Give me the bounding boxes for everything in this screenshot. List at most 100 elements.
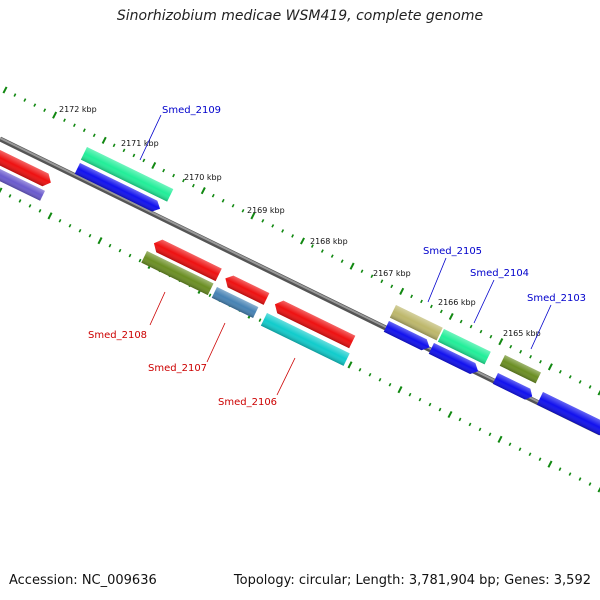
- leader-smed-2106: [276, 357, 296, 396]
- tick-mark: [479, 329, 483, 334]
- tick-mark: [399, 287, 405, 295]
- leader-smed-2107: [206, 322, 226, 363]
- gene-label-smed-2103[interactable]: Smed_2103: [527, 293, 586, 304]
- tick-mark: [447, 410, 453, 419]
- tick-mark: [509, 344, 513, 349]
- tick-label-2166: 2166 kbp: [438, 298, 476, 307]
- gene-feature-blue-2105[interactable]: [383, 321, 432, 353]
- gene-feature-red-left[interactable]: [0, 141, 54, 189]
- tick-mark: [529, 354, 533, 359]
- tick-mark: [138, 258, 142, 263]
- tick-mark: [458, 417, 462, 422]
- tick-mark: [33, 103, 37, 107]
- tick-mark: [281, 229, 285, 233]
- tick-mark: [578, 477, 582, 481]
- tick-mark: [151, 161, 157, 170]
- tick-mark: [200, 187, 206, 195]
- gene-feature-red-2106[interactable]: [272, 298, 356, 349]
- gene-feature-smed-2109[interactable]: [80, 147, 174, 202]
- tick-mark: [539, 360, 542, 364]
- tick-mark: [448, 312, 454, 321]
- tick-mark: [261, 219, 265, 223]
- tick-mark: [221, 198, 225, 203]
- gene-feature-blue-2104[interactable]: [428, 343, 481, 377]
- tick-mark: [340, 259, 344, 263]
- gene-feature-blue-upper[interactable]: [74, 163, 163, 214]
- tick-mark: [378, 377, 382, 382]
- gene-feature-slate-left[interactable]: [0, 160, 45, 201]
- genome-stats-text: Topology: circular; Length: 3,781,904 bp…: [233, 573, 591, 588]
- tick-mark: [320, 249, 324, 253]
- tick-mark: [122, 148, 126, 153]
- tick-mark: [558, 370, 562, 374]
- gene-feature-smed-2105[interactable]: [389, 305, 443, 341]
- tick-mark: [588, 482, 592, 486]
- tick-mark: [420, 299, 423, 304]
- tick-mark: [241, 209, 245, 213]
- tick-mark: [58, 219, 62, 223]
- tick-mark: [518, 447, 522, 452]
- gene-feature-blue-2103[interactable]: [492, 373, 535, 402]
- tick-mark: [358, 368, 362, 372]
- tick-mark: [410, 294, 414, 299]
- gene-label-smed-2108[interactable]: Smed_2108: [88, 330, 147, 341]
- gene-label-smed-2105[interactable]: Smed_2105: [423, 246, 482, 257]
- tick-mark: [438, 407, 442, 412]
- gene-feature-smed-2103[interactable]: [499, 355, 541, 384]
- tick-mark: [208, 293, 212, 298]
- tick-mark: [497, 435, 503, 443]
- tick-mark: [43, 108, 47, 112]
- gene-label-smed-2107[interactable]: Smed_2107: [148, 363, 207, 374]
- tick-mark: [132, 153, 136, 158]
- tick-mark: [498, 338, 504, 346]
- gene-feature-blue-right[interactable]: [536, 392, 600, 440]
- tick-mark: [408, 392, 412, 397]
- tick-mark: [162, 168, 166, 173]
- tick-mark: [291, 234, 295, 238]
- tick-mark: [97, 237, 103, 245]
- gene-label-smed-2106[interactable]: Smed_2106: [218, 397, 277, 408]
- gene-feature-red-2108[interactable]: [151, 237, 222, 282]
- tick-mark: [250, 212, 256, 220]
- tick-mark: [211, 193, 215, 198]
- tick-mark: [128, 253, 132, 258]
- tick-mark: [538, 457, 542, 461]
- tick-mark: [360, 269, 364, 273]
- gene-feature-smed-2107[interactable]: [211, 287, 259, 318]
- gene-feature-smed-2106[interactable]: [260, 313, 350, 366]
- tick-mark: [23, 98, 27, 102]
- tick-mark: [88, 233, 92, 238]
- gene-feature-red-2107[interactable]: [222, 273, 270, 305]
- tick-mark: [101, 136, 107, 144]
- gene-feature-smed-2104[interactable]: [437, 329, 491, 365]
- tick-mark: [108, 243, 112, 248]
- tick-mark: [388, 382, 392, 387]
- gene-label-smed-2104[interactable]: Smed_2104: [470, 268, 529, 279]
- tick-mark: [428, 402, 432, 407]
- tick-mark: [489, 334, 493, 339]
- tick-mark: [63, 118, 66, 122]
- accession-text: Accession: NC_009636: [9, 573, 157, 588]
- tick-mark: [28, 204, 32, 208]
- tick-mark: [172, 173, 176, 178]
- tick-mark: [478, 427, 482, 432]
- tick-mark: [310, 244, 314, 248]
- tick-mark: [568, 375, 572, 379]
- tick-mark: [52, 111, 58, 119]
- gene-label-smed-2109[interactable]: Smed_2109: [162, 105, 221, 116]
- tick-mark: [547, 460, 553, 468]
- tick-mark: [330, 254, 334, 258]
- gene-feature-smed-2108[interactable]: [141, 251, 214, 296]
- tick-mark: [439, 309, 443, 314]
- tick-mark: [418, 397, 422, 402]
- tick-mark: [47, 212, 53, 220]
- tick-mark: [370, 274, 374, 279]
- tick-mark: [38, 209, 42, 213]
- tick-mark: [300, 237, 305, 245]
- leader-smed-2109: [139, 114, 162, 161]
- tick-label-2172: 2172 kbp: [59, 105, 97, 114]
- leader-smed-2108: [149, 291, 166, 326]
- tick-label-2167: 2167 kbp: [373, 269, 411, 278]
- tick-mark: [82, 128, 86, 133]
- tick-mark: [349, 262, 355, 270]
